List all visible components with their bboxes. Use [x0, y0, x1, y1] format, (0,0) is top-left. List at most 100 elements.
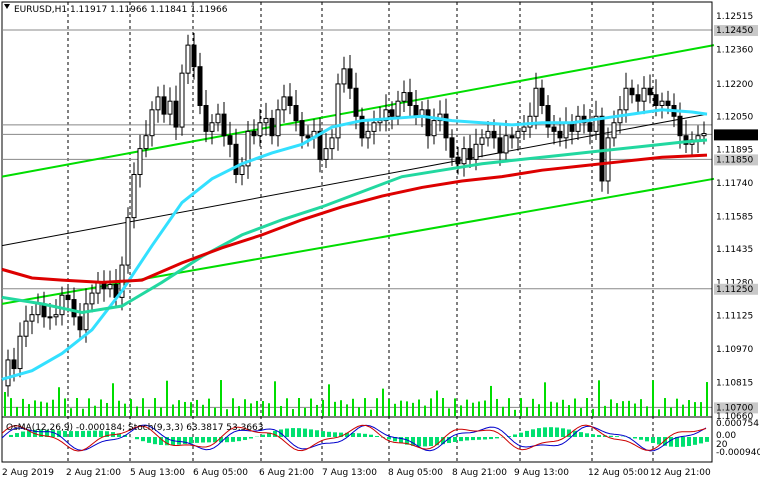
stoch-signal-line — [1, 424, 707, 452]
price-axis-label: 1.10815 — [716, 379, 753, 389]
ma-slow-line — [1, 153, 708, 284]
candle-body — [329, 137, 335, 150]
candle-body — [131, 174, 137, 219]
candle-body — [209, 122, 215, 132]
candle-body — [389, 109, 395, 117]
candle-body — [593, 115, 599, 132]
candle-body — [335, 83, 341, 139]
candle-body — [425, 109, 431, 137]
candle-body — [683, 135, 689, 145]
candle-body — [239, 165, 245, 175]
price-axis-label: 1.12200 — [716, 80, 753, 90]
candle-body — [539, 87, 545, 106]
candle-body — [59, 294, 65, 316]
chart-header: EURUSD,H1 1.11917 1.11966 1.11841 1.1196… — [14, 5, 228, 15]
candle-body — [323, 148, 329, 160]
candle-body — [341, 68, 347, 85]
time-axis-label: 9 Aug 13:00 — [514, 468, 569, 478]
candle-body — [149, 109, 155, 137]
candle-body — [245, 130, 251, 167]
chart-frame — [1, 1, 713, 463]
indicator-axis-label: 0.00 — [716, 431, 736, 441]
candle-body — [287, 96, 293, 106]
candle-body — [47, 316, 53, 319]
price-axis-label: 1.11740 — [716, 179, 753, 189]
price-axis-label: 1.12450 — [716, 26, 753, 36]
candle-body — [11, 359, 17, 370]
price-axis-label: 1.12515 — [716, 12, 753, 22]
indicator-axis-label: 0.000754 — [716, 419, 759, 429]
price-axis-label: 1.11585 — [716, 213, 753, 223]
candle-body — [527, 115, 533, 128]
price-axis-label: 1.10660 — [716, 412, 753, 422]
candle-body — [371, 122, 377, 132]
time-axis-label: 5 Aug 13:00 — [130, 468, 185, 478]
price-label-box — [714, 402, 758, 414]
candle-body — [365, 130, 371, 139]
indicator-label: OsMA(12,26,9) -0.000184; Stoch(9,3,3) 63… — [6, 423, 264, 433]
time-axis-label: 12 Aug 05:00 — [588, 468, 649, 478]
candle-body — [233, 143, 239, 175]
candle-body — [227, 135, 233, 145]
candle-body — [503, 135, 509, 154]
candle-body — [17, 335, 23, 370]
price-label-box — [714, 154, 758, 166]
candle-body — [497, 137, 503, 154]
candle-body — [641, 87, 647, 102]
candle-body — [551, 126, 557, 132]
candle-body — [473, 143, 479, 160]
price-axis-label: 1.11895 — [716, 146, 753, 156]
price-axis-label: 1.12050 — [716, 112, 753, 122]
candle-body — [515, 130, 521, 139]
candle-body — [353, 87, 359, 117]
candle-body — [281, 96, 287, 111]
price-axis-label: 1.11435 — [716, 245, 753, 255]
candle-body — [155, 96, 161, 111]
candle-body — [83, 303, 89, 331]
time-axis-label: 2 Aug 21:00 — [66, 468, 121, 478]
candle-body — [191, 44, 197, 68]
candle-body — [107, 283, 113, 290]
time-axis-label: 2 Aug 2019 — [2, 468, 54, 478]
candle-body — [359, 115, 365, 139]
candle-body — [179, 72, 185, 128]
candle-body — [377, 120, 383, 124]
price-axis-label: 1.10700 — [716, 403, 753, 413]
candle-body — [125, 217, 131, 266]
candle-body — [563, 122, 569, 139]
candle-body — [545, 105, 551, 128]
candle-body — [461, 148, 467, 165]
candle-body — [659, 100, 665, 106]
time-axis-label: 6 Aug 21:00 — [259, 468, 314, 478]
candle-body — [467, 148, 473, 160]
candle-body — [305, 135, 311, 139]
candle-body — [629, 87, 635, 96]
stoch-main-line — [1, 424, 707, 452]
candle-body — [557, 130, 563, 139]
time-axis-label: 8 Aug 05:00 — [388, 468, 443, 478]
candle-body — [185, 44, 191, 74]
price-axis-label: 1.12360 — [716, 45, 753, 55]
candle-body — [587, 122, 593, 132]
candle-body — [137, 148, 143, 175]
dropdown-triangle-icon — [4, 4, 10, 9]
candle-body — [413, 105, 419, 117]
candle-body — [167, 100, 173, 115]
price-axis-label: 1.11250 — [716, 285, 753, 295]
candle-body — [275, 109, 281, 137]
candle-body — [455, 156, 461, 165]
time-axis-label: 8 Aug 21:00 — [452, 468, 507, 478]
candle-body — [5, 359, 11, 387]
candle-body — [143, 135, 149, 150]
price-axis-label: 1.11125 — [716, 312, 753, 322]
candle-body — [263, 117, 269, 124]
indicator-axis-label: 20 — [716, 440, 728, 450]
candle-body — [677, 115, 683, 137]
candle-body — [293, 105, 299, 122]
candle-body — [635, 94, 641, 102]
candle-body — [221, 113, 227, 137]
candle-body — [449, 137, 455, 158]
candle-body — [215, 113, 221, 124]
